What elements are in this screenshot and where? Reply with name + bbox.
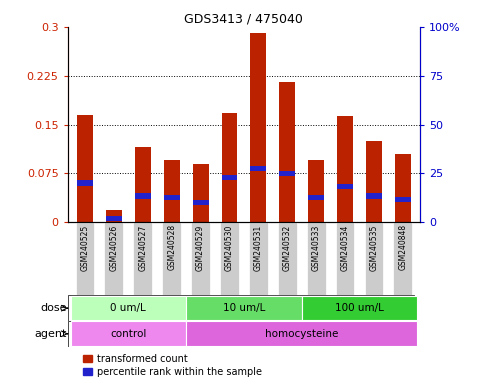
Bar xyxy=(71,296,186,321)
Bar xyxy=(106,216,122,222)
Bar xyxy=(302,296,417,321)
Bar xyxy=(279,171,295,176)
Text: GSM240534: GSM240534 xyxy=(341,224,350,271)
Bar xyxy=(186,296,302,321)
Bar xyxy=(104,222,123,295)
Bar xyxy=(164,195,180,200)
Bar xyxy=(135,147,151,222)
Bar xyxy=(71,321,186,346)
Title: GDS3413 / 475040: GDS3413 / 475040 xyxy=(185,13,303,26)
Bar xyxy=(133,222,152,295)
Text: GSM240527: GSM240527 xyxy=(138,224,147,271)
Bar xyxy=(193,164,209,222)
Bar xyxy=(337,116,353,222)
Text: GSM240529: GSM240529 xyxy=(196,224,205,271)
Bar xyxy=(278,222,297,295)
Bar xyxy=(308,160,324,222)
Bar xyxy=(77,115,93,222)
Bar xyxy=(366,194,382,199)
Text: GSM240528: GSM240528 xyxy=(167,224,176,270)
Text: GSM240848: GSM240848 xyxy=(398,224,407,270)
Text: 0 um/L: 0 um/L xyxy=(111,303,146,313)
Text: GSM240533: GSM240533 xyxy=(312,224,321,271)
Text: GSM240532: GSM240532 xyxy=(283,224,292,271)
Bar xyxy=(394,222,412,295)
Bar xyxy=(366,141,382,222)
Bar xyxy=(308,195,324,200)
Text: 10 um/L: 10 um/L xyxy=(223,303,265,313)
Text: GSM240531: GSM240531 xyxy=(254,224,263,271)
Bar xyxy=(336,222,355,295)
Text: GSM240530: GSM240530 xyxy=(225,224,234,271)
Text: GSM240526: GSM240526 xyxy=(109,224,118,271)
Bar xyxy=(365,222,384,295)
Bar xyxy=(337,184,353,189)
Bar xyxy=(193,200,209,205)
Bar xyxy=(164,160,180,222)
Bar xyxy=(135,194,151,199)
Text: agent: agent xyxy=(35,329,67,339)
Legend: transformed count, percentile rank within the sample: transformed count, percentile rank withi… xyxy=(80,350,266,381)
Bar xyxy=(250,33,266,222)
Text: GSM240525: GSM240525 xyxy=(81,224,89,271)
Bar xyxy=(222,113,238,222)
Text: control: control xyxy=(110,329,146,339)
Bar xyxy=(75,222,94,295)
Text: 100 um/L: 100 um/L xyxy=(335,303,384,313)
Bar xyxy=(307,222,326,295)
Bar xyxy=(249,222,268,295)
Text: GSM240535: GSM240535 xyxy=(369,224,379,271)
Bar xyxy=(191,222,210,295)
Bar xyxy=(106,210,122,222)
Bar xyxy=(186,321,417,346)
Text: dose: dose xyxy=(41,303,67,313)
Bar xyxy=(222,175,238,180)
Bar xyxy=(250,166,266,171)
Bar xyxy=(279,82,295,222)
Text: homocysteine: homocysteine xyxy=(265,329,339,339)
Bar xyxy=(395,154,411,222)
Bar xyxy=(220,222,239,295)
Bar xyxy=(395,197,411,202)
Bar xyxy=(162,222,181,295)
Bar xyxy=(77,180,93,186)
